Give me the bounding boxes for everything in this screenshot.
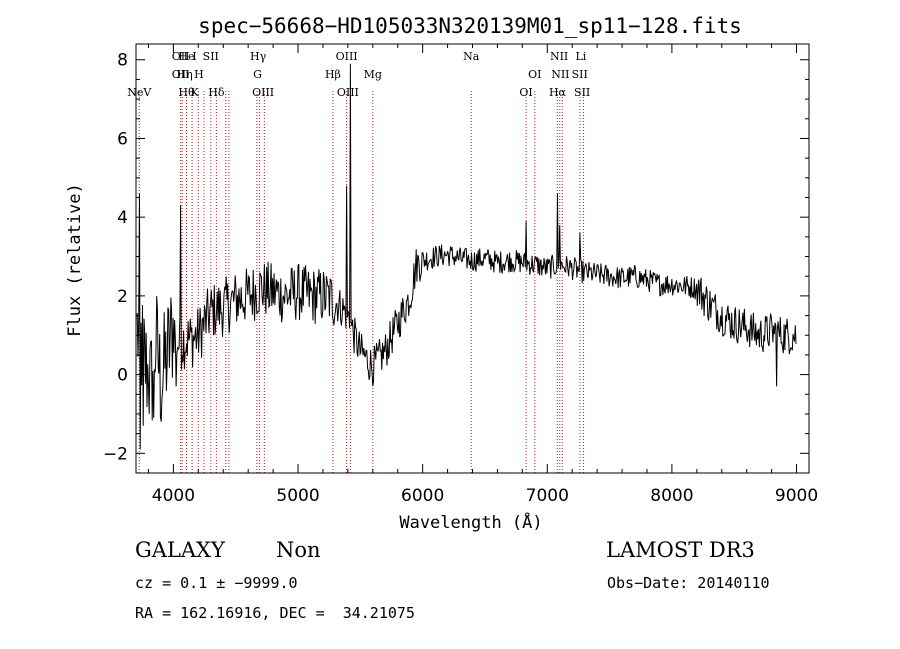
spectral-line-label: NII — [550, 50, 568, 63]
spectral-line-label: NeV — [127, 86, 152, 99]
x-axis-label: Wavelength (Å) — [399, 511, 542, 533]
survey-name: LAMOST DR3 — [606, 538, 755, 562]
spectral-line-label: OIII — [336, 50, 358, 63]
spectral-line-label: Hη — [177, 68, 193, 81]
y-axis-label: Flux (relative) — [65, 183, 85, 337]
y-tick-label: 4 — [117, 208, 128, 228]
spectral-line-label: SII — [203, 50, 219, 63]
chart-title: spec−56668−HD105033N320139M01_sp11−128.f… — [198, 14, 742, 38]
x-tick-label: 6000 — [401, 486, 444, 506]
spectral-line-label: Li — [576, 50, 587, 63]
spectral-line-label: Na — [463, 50, 480, 63]
spectral-line-label: H — [194, 68, 204, 81]
spectral-line-label: Mg — [364, 68, 382, 81]
spectral-line-label: SII — [572, 68, 588, 81]
plot-frame — [135, 43, 810, 474]
spectral-line-label: Hβ — [325, 68, 341, 81]
spectral-line-label: OI — [528, 68, 541, 81]
x-tick-label: 8000 — [650, 486, 693, 506]
coordinates-line: RA = 162.16916, DEC = 34.21075 — [135, 604, 415, 622]
spectrum-line — [136, 63, 797, 450]
spectral-line-label: SII — [574, 86, 590, 99]
x-tick-label: 7000 — [526, 486, 569, 506]
object-subclass: Non — [276, 538, 321, 562]
spectral-line-label: He — [178, 50, 194, 63]
spectral-line-markers — [138, 91, 584, 473]
spectral-line-label: OIII — [337, 86, 359, 99]
spectral-line-label: NII — [551, 68, 569, 81]
spectral-line-label: G — [253, 68, 262, 81]
x-axis: 4000 5000 6000 7000 8000 9000 — [147, 44, 818, 506]
spectral-line-label: Hγ — [250, 50, 267, 63]
x-tick-label: 9000 — [775, 486, 818, 506]
spectral-line-labels: NeVOIIOIIHeHηHθIHKSIIHδHγGOIIIOIIIHβOIII… — [127, 50, 590, 99]
y-tick-label: 0 — [117, 366, 128, 386]
spectral-line-label: OIII — [252, 86, 274, 99]
spectral-line-label: Hδ — [208, 86, 225, 99]
object-type: GALAXY — [135, 538, 225, 562]
y-tick-label: 6 — [117, 129, 128, 149]
y-tick-label: 2 — [117, 287, 128, 307]
spectral-line-label: OII — [172, 50, 190, 63]
x-tick-label: 4000 — [152, 486, 195, 506]
spectral-line-label: OI — [519, 86, 532, 99]
x-tick-label: 5000 — [276, 486, 319, 506]
spectral-line-label: Hα — [549, 86, 567, 99]
observation-date: Obs−Date: 20140110 — [607, 574, 770, 592]
spectral-line-label: I — [192, 50, 196, 63]
spectral-line-label: OII — [172, 68, 190, 81]
spectral-line-label: K — [190, 86, 199, 99]
y-tick-label: −2 — [103, 444, 128, 464]
y-tick-label: 8 — [117, 51, 128, 71]
spectral-line-label: Hθ — [178, 86, 195, 99]
redshift-line: cz = 0.1 ± −9999.0 — [135, 574, 298, 592]
y-axis: −2 0 2 4 6 8 — [103, 51, 809, 464]
